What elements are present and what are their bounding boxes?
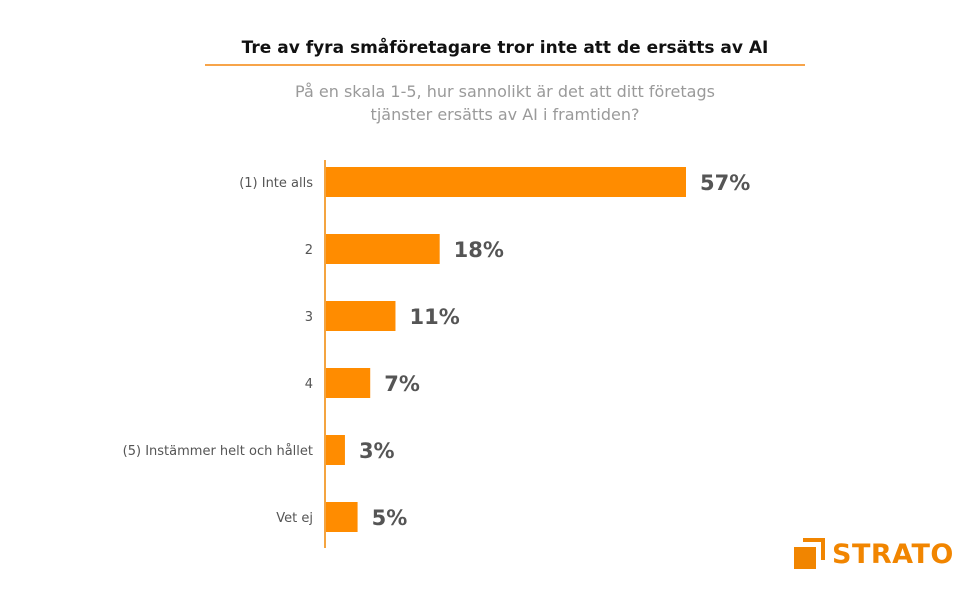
strato-logo: STRATO bbox=[794, 538, 954, 570]
data-label: 7% bbox=[384, 372, 420, 396]
bar bbox=[326, 435, 345, 465]
bar bbox=[326, 301, 396, 331]
data-label: 5% bbox=[372, 506, 408, 530]
strato-logo-icon bbox=[794, 538, 825, 569]
category-label: 4 bbox=[305, 377, 313, 392]
strato-logo-text: STRATO bbox=[832, 538, 954, 570]
category-label: 3 bbox=[305, 310, 313, 325]
category-label: (1) Inte alls bbox=[239, 176, 313, 191]
category-label: 2 bbox=[305, 243, 313, 258]
category-label: (5) Instämmer helt och hållet bbox=[123, 444, 313, 459]
data-label: 3% bbox=[359, 439, 395, 463]
bar bbox=[326, 502, 358, 532]
bar bbox=[326, 368, 371, 398]
chart-subtitle: På en skala 1-5, hur sannolikt är det at… bbox=[205, 80, 805, 126]
chart-title: Tre av fyra småföretagare tror inte att … bbox=[241, 38, 769, 58]
bar bbox=[326, 167, 686, 197]
category-label: Vet ej bbox=[276, 511, 313, 526]
subtitle-line-1: På en skala 1-5, hur sannolikt är det at… bbox=[295, 82, 715, 101]
data-label: 57% bbox=[700, 171, 750, 195]
title-divider bbox=[205, 64, 805, 66]
subtitle-line-2: tjänster ersätts av AI i framtiden? bbox=[370, 105, 640, 124]
bar bbox=[326, 234, 440, 264]
data-label: 11% bbox=[409, 305, 459, 329]
data-label: 18% bbox=[454, 238, 504, 262]
